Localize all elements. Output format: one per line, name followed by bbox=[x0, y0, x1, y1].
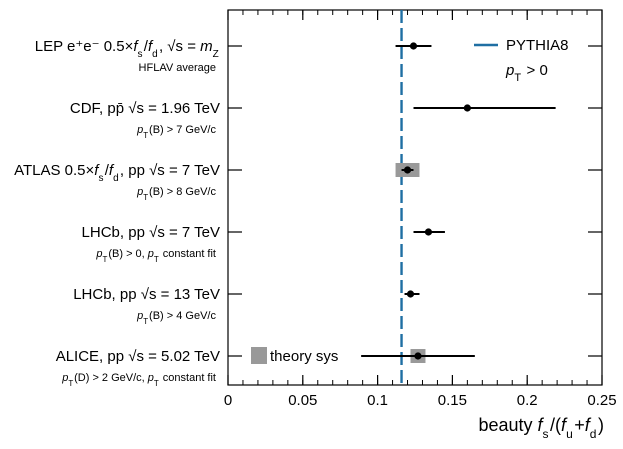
legend-theory-sys-label: theory sys bbox=[270, 348, 338, 365]
x-tick-label: 0.15 bbox=[438, 392, 467, 409]
measurement-label: CDF, pp̄ √s = 1.96 TeV bbox=[70, 100, 220, 117]
data-point bbox=[409, 42, 418, 50]
data-point bbox=[463, 104, 471, 112]
x-tick-label: 0 bbox=[224, 392, 232, 409]
measurement-sublabel: pT (B) > 8 GeV/c bbox=[136, 186, 216, 202]
data-point bbox=[414, 352, 422, 360]
measurement-sublabel: pT (B) > 4 GeV/c bbox=[136, 310, 216, 326]
measurement-label: LEP e⁺e⁻ 0.5×fs /fd , √s = mZ bbox=[35, 38, 220, 60]
data-point bbox=[424, 228, 433, 236]
legend-pythia8-label: PYTHIA8 bbox=[506, 37, 569, 54]
measurement-sublabel: pT (B) > 0, pT constant fit bbox=[95, 248, 216, 264]
measurement-label: ALICE, pp √s = 5.02 TeV bbox=[56, 348, 220, 365]
measurement-sublabel: pT (B) > 7 GeV/c bbox=[136, 124, 216, 140]
measurement-sublabel: HFLAV average bbox=[139, 62, 216, 74]
x-tick-label: 0.25 bbox=[587, 392, 616, 409]
x-tick-label: 0.1 bbox=[367, 392, 388, 409]
measurement-sublabel: pT (D) > 2 GeV/c, pT constant fit bbox=[61, 372, 216, 388]
measurement-label: LHCb, pp √s = 13 TeV bbox=[73, 286, 220, 303]
x-axis-title: beauty fs /(fu +fd ) bbox=[478, 415, 604, 441]
legend-theory-sys-swatch bbox=[251, 347, 267, 364]
x-tick-label: 0.2 bbox=[517, 392, 538, 409]
data-point bbox=[403, 166, 412, 174]
measurement-label: LHCb, pp √s = 7 TeV bbox=[82, 224, 220, 241]
data-point bbox=[406, 290, 415, 298]
measurement-label: ATLAS 0.5×fs /fd , pp √s = 7 TeV bbox=[14, 162, 220, 184]
x-tick-label: 0.05 bbox=[288, 392, 317, 409]
plot-frame bbox=[227, 9, 603, 386]
legend-pythia8-note: pT > 0 bbox=[505, 62, 548, 84]
